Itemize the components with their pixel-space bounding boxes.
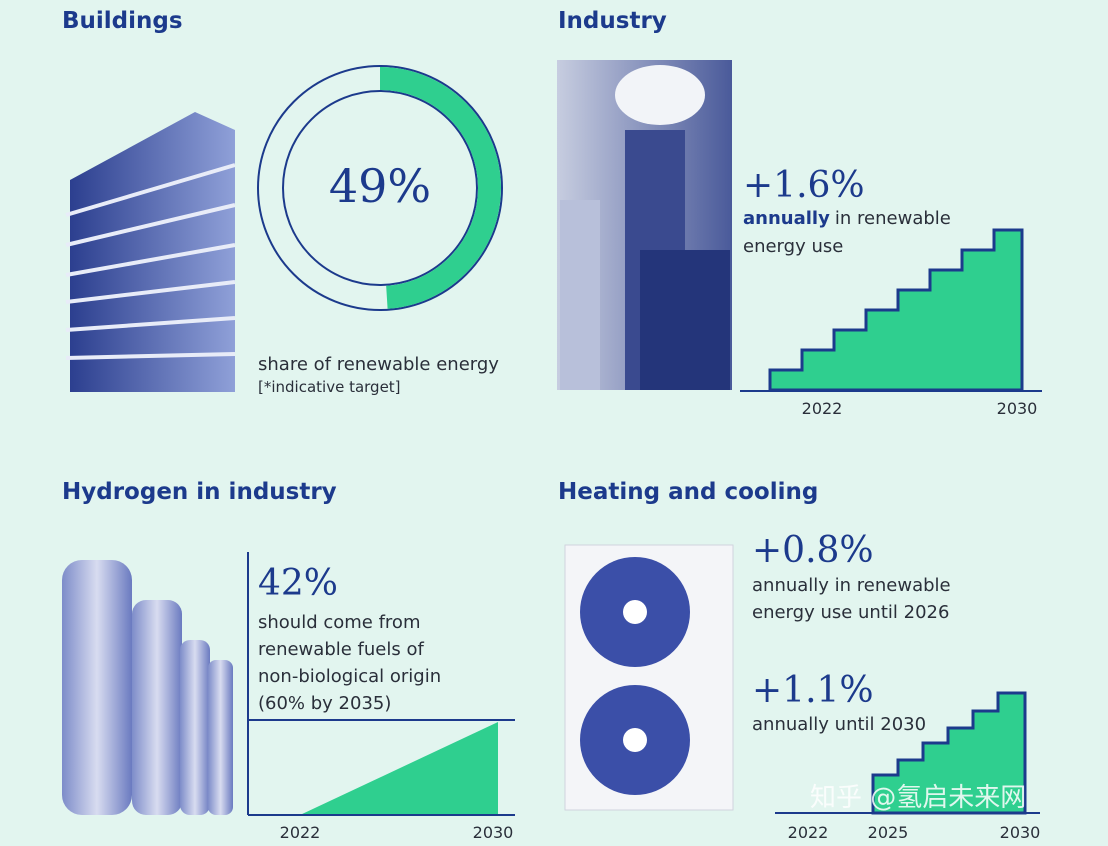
note: [*indicative target] <box>258 378 401 396</box>
headline: +0.8% <box>752 530 874 571</box>
tanks-illustration <box>62 560 233 815</box>
ring-outline <box>257 65 503 311</box>
axis-label: 2030 <box>1000 823 1041 842</box>
description: energy use <box>743 236 843 257</box>
axis-label: 2030 <box>473 823 514 842</box>
section-title: Industry <box>558 8 667 34</box>
axis-label: 2022 <box>802 399 843 418</box>
ac-unit-illustration <box>564 544 734 811</box>
axis-label: 2022 <box>788 823 829 842</box>
text: in renewable <box>835 208 951 229</box>
description: annually until 2030 <box>752 714 926 735</box>
share-label: 49% <box>329 159 431 213</box>
stairs <box>768 228 1024 392</box>
section-title: Buildings <box>62 8 183 34</box>
ring-inner <box>282 90 478 286</box>
emphasis: annually <box>743 208 830 229</box>
section-title: Heating and cooling <box>558 479 818 505</box>
axis-label: 2030 <box>997 399 1038 418</box>
building-illustration <box>65 112 236 392</box>
caption: share of renewable energy <box>258 354 499 375</box>
headline: 42% <box>258 563 338 604</box>
donut-arc <box>379 67 501 309</box>
axis-label: 2022 <box>280 823 321 842</box>
headline: +1.6% <box>743 165 865 206</box>
axis-label: 2025 <box>868 823 909 842</box>
section-title: Hydrogen in industry <box>62 479 337 505</box>
factory-illustration <box>557 60 732 390</box>
watermark: 知乎 @氢启未来网 <box>810 783 1026 813</box>
ramp <box>300 722 498 815</box>
description: non-biological origin <box>258 666 441 687</box>
stairs <box>871 691 1027 815</box>
description: should come from <box>258 612 420 633</box>
description: renewable fuels of <box>258 639 424 660</box>
description: annually in renewable <box>752 575 951 596</box>
description: energy use until 2026 <box>752 602 949 623</box>
description: annually in renewable <box>743 208 951 229</box>
description: (60% by 2035) <box>258 693 391 714</box>
headline: +1.1% <box>752 670 874 711</box>
